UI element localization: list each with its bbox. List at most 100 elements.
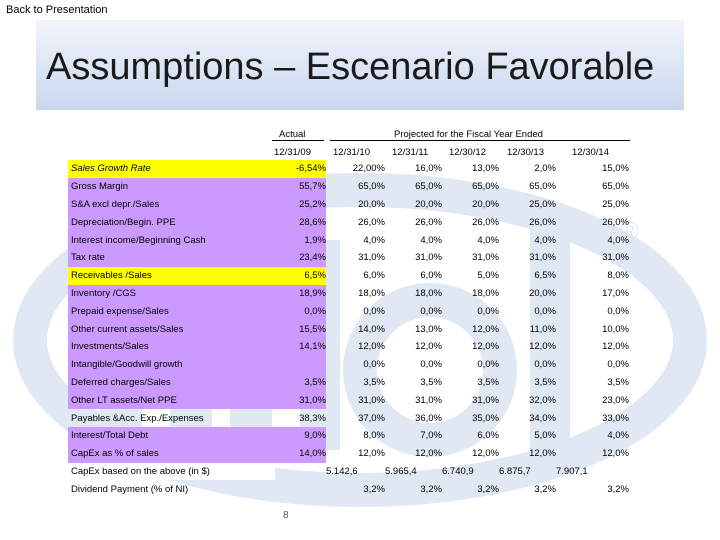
cell-value: 8,0%: [607, 270, 629, 282]
cell-value: 10,0%: [602, 323, 629, 335]
cell-value: 31,0%: [415, 252, 442, 264]
slide-title: Assumptions – Escenario Favorable: [46, 46, 655, 88]
cell-value: 3,5%: [607, 376, 629, 388]
title-band: Assumptions – Escenario Favorable: [36, 20, 684, 110]
row-label: Investments/Sales: [68, 337, 275, 356]
cell-value: 0,0%: [363, 305, 385, 317]
date-header-2: 12/31/11: [392, 147, 429, 158]
date-header-5: 12/30/14: [572, 147, 609, 158]
row-label: CapEx as % of sales: [68, 444, 275, 463]
actual-header: Actual: [279, 129, 306, 140]
table-row: Sales Growth Rate -6,54% 22,00% 16,0% 13,0% 2…: [68, 160, 629, 178]
row-label: Intangible/Goodwill growth: [68, 355, 275, 374]
cell-value: 4,0%: [607, 234, 629, 246]
cell-value: 6,5%: [275, 266, 326, 285]
cell-value: 8,0%: [363, 430, 385, 442]
table-row: Intangible/Goodwill growth 0,0% 0,0% 0,0% 0,…: [68, 355, 629, 374]
cell-empty: [275, 463, 326, 481]
cell-value: 65,0%: [415, 181, 442, 193]
row-label: Payables &Acc. Exp./Expenses: [71, 412, 204, 424]
back-to-presentation-link[interactable]: Back to Presentation: [6, 4, 108, 16]
cell-value: 9,0%: [275, 426, 326, 445]
cell-value: 31,0%: [415, 394, 442, 406]
cell-value: 6,0%: [363, 270, 385, 282]
cell-value: 37,0%: [358, 412, 385, 424]
cell-value: 12,0%: [415, 448, 442, 460]
cell-value: 0,0%: [477, 359, 499, 371]
cell-value: 20,0%: [415, 198, 442, 210]
row-label: Interest/Total Debt: [68, 426, 275, 445]
cell-value: 18,0%: [358, 287, 385, 299]
row-label: Dividend Payment (% of NI): [71, 483, 189, 495]
table-row: Tax rate 23,4% 31,0% 31,0% 31,0% 31,0% 31,0%: [68, 248, 629, 267]
row-label: S&A excl depr./Sales: [68, 195, 275, 214]
cell-value: 5.965,4: [385, 465, 417, 477]
cell-value: [275, 480, 326, 498]
date-header-0: 12/31/09: [274, 147, 311, 158]
table-row: CapEx as % of sales 14,0% 12,0% 12,0% 12,0% 1…: [68, 444, 629, 463]
cell-value: 12,0%: [602, 341, 629, 353]
cell-value: 15,0%: [602, 163, 629, 175]
cell-value: 33,0%: [602, 412, 629, 424]
row-label: Receivables /Sales: [68, 266, 275, 285]
row-label: Prepaid expense/Sales: [68, 302, 275, 321]
row-label: Other current assets/Sales: [68, 320, 275, 338]
cell-value: 12,0%: [358, 448, 385, 460]
cell-value: 0,0%: [275, 302, 326, 321]
row-label: CapEx based on the above (in $): [68, 462, 275, 481]
cell-value: 5.142,6: [326, 465, 358, 477]
cell-value: 3,5%: [420, 376, 442, 388]
row-label: Depreciation/Begin. PPE: [68, 213, 275, 232]
row-label: Interest income/Beginning Cash: [68, 231, 275, 249]
cell-value: 31,0%: [275, 391, 326, 410]
table-row: Payables &Acc. Exp./Expenses 38,3% 37,0% 36…: [68, 409, 629, 427]
date-header-4: 12/30/13: [507, 147, 544, 158]
cell-value: 0,0%: [607, 305, 629, 317]
cell-value: 15,5%: [275, 320, 326, 338]
table-row-capex: CapEx based on the above (in $) 5.142,6 5.…: [68, 462, 629, 481]
page-number: 8: [283, 510, 289, 521]
cell-value: 31,0%: [529, 252, 556, 264]
cell-value: 0,0%: [534, 305, 556, 317]
cell-value: 12,0%: [529, 448, 556, 460]
cell-value: 12,0%: [602, 448, 629, 460]
table-row: Depreciation/Begin. PPE 28,6% 26,0% 26,0% 26…: [68, 213, 629, 232]
cell-value: 6,5%: [534, 270, 556, 282]
cell-value: 6.875,7: [499, 465, 531, 477]
cell-value: 20,0%: [472, 198, 499, 210]
cell-value: 31,0%: [602, 252, 629, 264]
cell-value: 0,0%: [420, 359, 442, 371]
cell-value: 11,0%: [529, 323, 556, 335]
cell-value: 6,0%: [420, 270, 442, 282]
table-row: Deferred charges/Sales 3,5% 3,5% 3,5% 3,5% 3,…: [68, 373, 629, 392]
cell-value: 31,0%: [358, 252, 385, 264]
assumptions-table: Sales Growth Rate -6,54% 22,00% 16,0% 13,0% 2…: [68, 160, 629, 498]
cell-value: 7.907,1: [556, 465, 588, 477]
cell-value: 3,2%: [420, 483, 442, 495]
cell-value: 26,0%: [529, 216, 556, 228]
cell-value: 18,0%: [415, 287, 442, 299]
cell-value: 5,0%: [477, 270, 499, 282]
cell-value: 55,7%: [275, 177, 326, 196]
cell-value: 31,0%: [472, 394, 499, 406]
cell-value: 3,2%: [477, 483, 499, 495]
cell-value: 3,2%: [363, 483, 385, 495]
cell-value: 26,0%: [358, 216, 385, 228]
cell-value: 3,2%: [607, 483, 629, 495]
row-label: Deferred charges/Sales: [68, 373, 275, 392]
table-row: Other LT assets/Net PPE 31,0% 31,0% 31,0% 31…: [68, 391, 629, 410]
table-row: Receivables /Sales 6,5% 6,0% 6,0% 5,0% 6,5% 8,…: [68, 266, 629, 285]
cell-value: 12,0%: [472, 323, 499, 335]
row-label: Gross Margin: [68, 177, 275, 196]
actual-header-line: [272, 140, 324, 141]
cell-value: 6,0%: [477, 430, 499, 442]
cell-value: 7,0%: [420, 430, 442, 442]
cell-value: 65,0%: [472, 181, 499, 193]
table-row: Investments/Sales 14,1% 12,0% 12,0% 12,0% 12,…: [68, 337, 629, 356]
table-row: Interest/Total Debt 9,0% 8,0% 7,0% 6,0% 5,0% 4…: [68, 426, 629, 445]
cell-value: 18,9%: [275, 284, 326, 303]
row-label: Sales Growth Rate: [68, 160, 275, 178]
projected-header-line: [330, 140, 630, 141]
cell-value: 26,0%: [415, 216, 442, 228]
cell-value: 0,0%: [477, 305, 499, 317]
